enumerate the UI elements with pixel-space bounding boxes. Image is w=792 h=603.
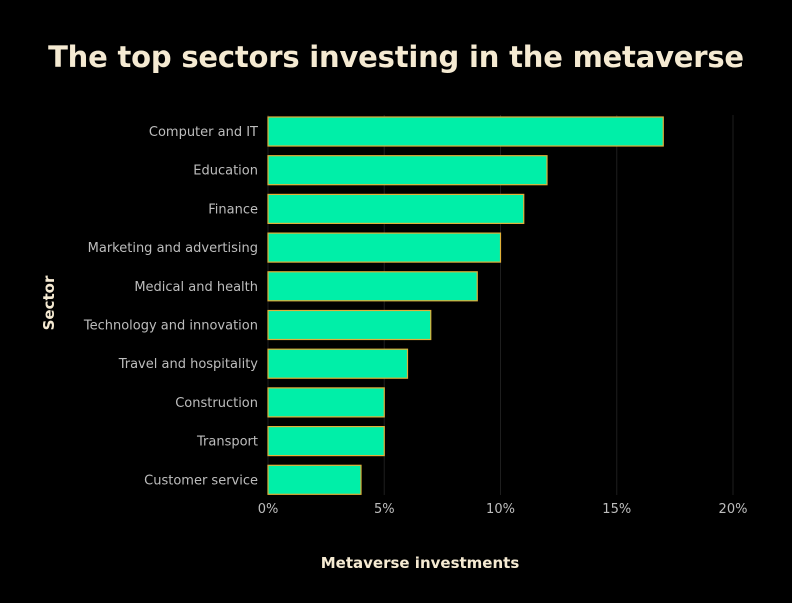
y-tick-labels: Computer and IT Education Finance Marketing…	[83, 125, 258, 488]
x-tick-label: 10%	[486, 502, 515, 517]
y-tick-label: Travel and hospitality	[118, 357, 259, 372]
y-tick-label: Technology and innovation	[83, 319, 258, 334]
x-tick-label: 5%	[374, 502, 395, 517]
y-tick-label: Education	[193, 164, 258, 179]
bar	[267, 193, 525, 224]
bar	[267, 426, 385, 457]
y-tick-label: Transport	[196, 435, 258, 450]
y-tick-label: Marketing and advertising	[88, 241, 258, 256]
bar	[267, 232, 502, 263]
x-tick-label: 15%	[602, 502, 631, 517]
y-tick-label: Customer service	[144, 473, 258, 488]
y-tick-label: Finance	[208, 202, 258, 217]
bar	[267, 271, 478, 302]
bar	[267, 155, 548, 186]
y-axis-title: Sector	[40, 275, 58, 330]
y-tick-label: Computer and IT	[149, 125, 258, 140]
y-tick-label: Construction	[175, 396, 258, 411]
x-tick-labels: 0% 5% 10% 15% 20%	[258, 502, 748, 517]
x-tick-label: 0%	[258, 502, 279, 517]
y-tick-label: Medical and health	[134, 280, 258, 295]
chart-title: The top sectors investing in the metaver…	[48, 40, 744, 74]
bar	[267, 464, 362, 495]
x-tick-label: 20%	[719, 502, 748, 517]
bar	[267, 348, 409, 379]
bar	[267, 387, 385, 418]
bars	[267, 116, 664, 495]
bar	[267, 309, 432, 341]
bar	[267, 116, 664, 147]
x-axis-title: Metaverse investments	[321, 554, 520, 572]
